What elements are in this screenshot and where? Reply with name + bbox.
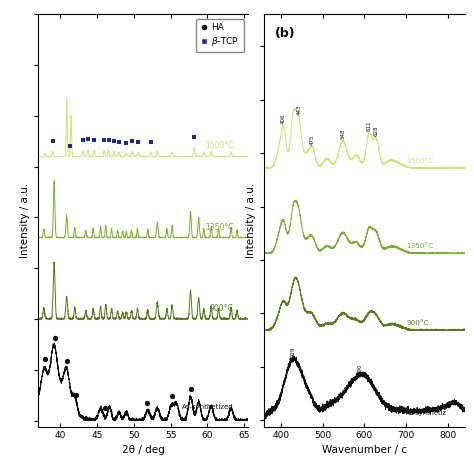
Text: 406: 406: [281, 114, 286, 125]
Text: 1500°C: 1500°C: [205, 141, 233, 150]
Text: 1350°C: 1350°C: [205, 223, 233, 232]
Text: 900°C: 900°C: [210, 304, 233, 313]
X-axis label: 2θ / deg: 2θ / deg: [122, 445, 164, 455]
Text: 1350°C: 1350°C: [406, 243, 433, 249]
Text: 590: 590: [358, 364, 363, 374]
Legend: HA, $\beta$-TCP: HA, $\beta$-TCP: [196, 19, 244, 53]
Y-axis label: Intensity / a.u.: Intensity / a.u.: [19, 183, 29, 258]
Text: As-synthetiz: As-synthetiz: [406, 410, 447, 416]
Text: 443: 443: [297, 104, 301, 115]
Text: 429: 429: [291, 346, 296, 357]
Text: 475: 475: [310, 134, 315, 145]
Text: 548: 548: [340, 128, 345, 139]
Text: 628: 628: [374, 125, 379, 136]
X-axis label: Wavenumber / c: Wavenumber / c: [322, 445, 407, 455]
Text: 1500°C: 1500°C: [406, 158, 433, 164]
Text: 900°C: 900°C: [406, 320, 429, 326]
Y-axis label: Intensity / a.u.: Intensity / a.u.: [246, 183, 256, 258]
Text: As-synthetized: As-synthetized: [182, 404, 233, 410]
Text: 611: 611: [366, 120, 372, 131]
Text: (b): (b): [274, 27, 295, 40]
